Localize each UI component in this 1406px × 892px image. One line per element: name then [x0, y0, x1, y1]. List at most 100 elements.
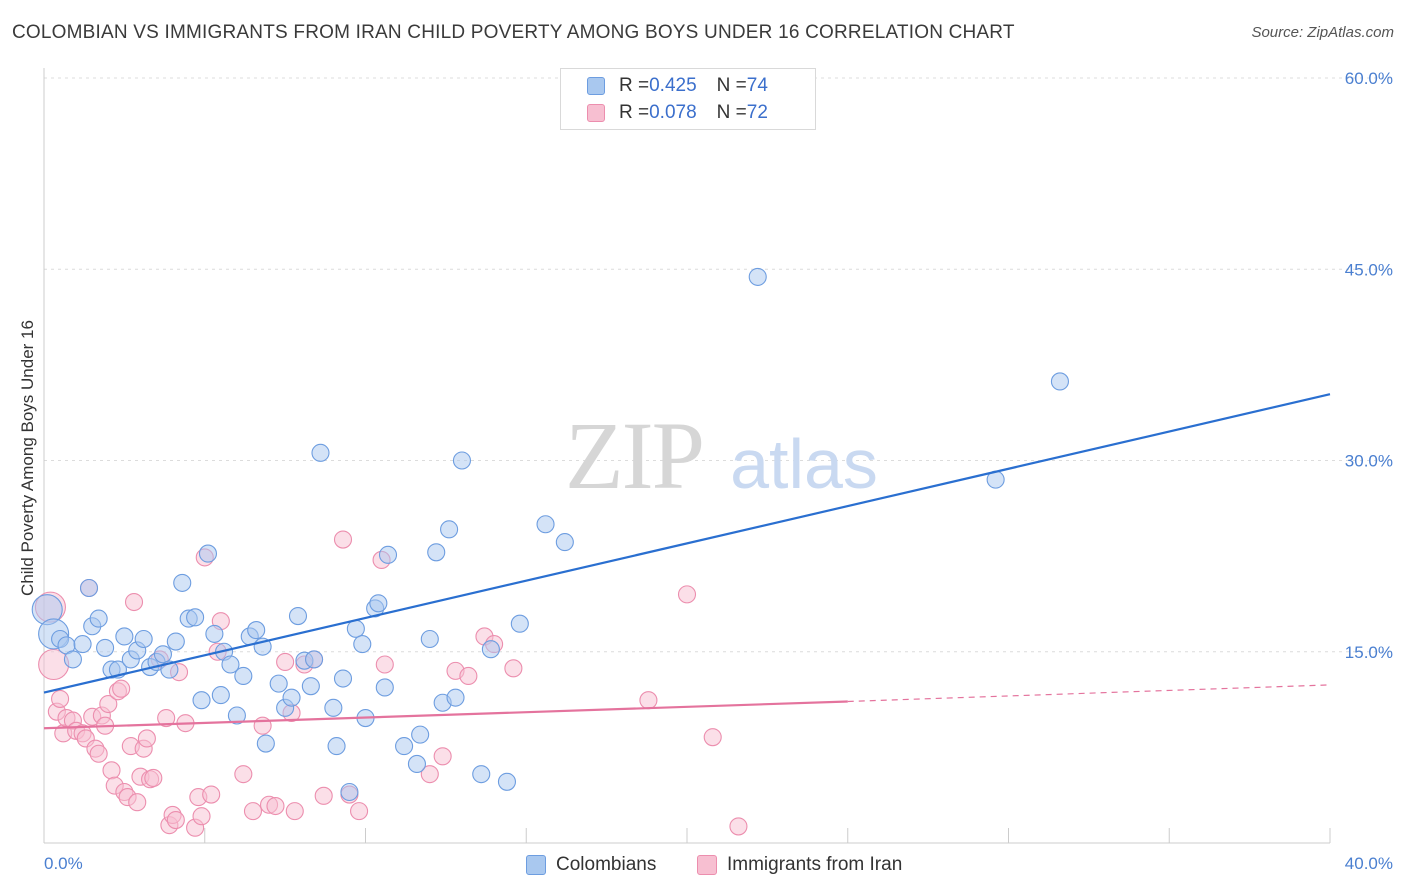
iran-point [433, 747, 452, 766]
legend-colombians-label: Colombians [556, 854, 657, 875]
iran-point [504, 659, 523, 678]
colombian-point [353, 635, 372, 654]
iran-stats: R = 0.078 N = 72 [619, 101, 768, 125]
iran-point [276, 652, 295, 672]
colombian-point [205, 624, 224, 643]
colombian-point [227, 706, 246, 725]
x-tick-label-min: 0.0% [44, 854, 83, 873]
colombian-point [472, 765, 491, 784]
iran-point [729, 817, 748, 836]
iran-point [99, 694, 118, 714]
colombian-point [256, 734, 275, 753]
watermark-zip: ZIP [565, 402, 703, 509]
gridlines [44, 77, 1392, 653]
colombian-point [288, 606, 308, 626]
iran-point [102, 761, 121, 780]
colombians-r-label: R = [619, 75, 650, 96]
colombian-point [186, 608, 205, 627]
colombian-points [31, 267, 1069, 802]
colombian-point [407, 754, 426, 774]
colombian-point [89, 609, 108, 628]
iran-point [166, 810, 185, 830]
colombian-point [333, 669, 353, 688]
iran-point [375, 655, 394, 674]
iran-trend-extension [847, 684, 1331, 703]
colombian-point [324, 698, 343, 717]
iran-point [266, 796, 285, 816]
colombian-point [211, 686, 230, 705]
iran-point [350, 802, 369, 821]
colombian-point [536, 515, 555, 534]
colombian-point [311, 443, 330, 462]
y-tick-label: 15.0% [1345, 643, 1393, 662]
colombian-point [395, 737, 414, 756]
colombian-point [452, 451, 472, 470]
iran-point [157, 708, 176, 728]
colombian-point [115, 627, 134, 646]
iran-point [89, 744, 108, 763]
colombian-point [221, 655, 240, 674]
iran-point [144, 768, 163, 788]
iran-point [112, 679, 131, 698]
colombian-point [440, 520, 459, 539]
watermark-atlas: atlas [730, 425, 878, 503]
iran-point [703, 728, 722, 747]
colombian-point [269, 674, 288, 693]
colombian-point [446, 688, 465, 707]
colombians-r-value: 0.425 [649, 75, 697, 96]
iran-point [285, 802, 304, 821]
y-tick-label: 30.0% [1345, 452, 1393, 471]
iran-point [128, 793, 147, 812]
colombian-point [1050, 372, 1069, 391]
iran-points [34, 530, 748, 837]
colombian-point [234, 666, 253, 686]
y-tick-label: 45.0% [1345, 260, 1393, 279]
colombian-point [420, 629, 439, 649]
x-tick-label-max: 40.0% [1345, 854, 1393, 873]
colombians-swatch [587, 77, 605, 95]
colombian-point [134, 629, 153, 649]
iran-swatch [587, 104, 605, 122]
colombians-stats: R = 0.425 N = 74 [619, 74, 768, 98]
legend-iran-label: Immigrants from Iran [727, 854, 903, 875]
colombian-point [327, 737, 346, 756]
colombian-point [301, 677, 320, 696]
y-tick-label: 60.0% [1345, 69, 1393, 88]
iran-point [137, 729, 156, 748]
colombians-n-label: N = [716, 75, 747, 96]
colombian-point [427, 543, 446, 562]
colombian-point [153, 645, 173, 664]
colombian-point [346, 619, 365, 638]
stats-legend: R = 0.425 N = 74 R = 0.078 N = 72 [560, 68, 816, 130]
colombian-point [375, 678, 394, 697]
legend-iran-swatch [697, 855, 717, 875]
colombian-point [79, 578, 99, 598]
colombian-point [305, 650, 324, 669]
iran-n-value: 72 [746, 102, 768, 123]
colombian-point [748, 267, 767, 286]
x-ticks [204, 828, 1331, 843]
trend-lines [43, 393, 1331, 730]
iran-n-label: N = [716, 102, 747, 123]
colombian-point [510, 614, 529, 633]
iran-point [202, 785, 221, 804]
colombian-point [340, 782, 359, 802]
colombian-point [497, 772, 517, 791]
iran-point [192, 807, 211, 826]
colombians-trend-line [43, 393, 1331, 694]
colombian-point [369, 594, 388, 613]
iran-point [243, 802, 263, 821]
colombian-point [63, 650, 82, 669]
iran-point [677, 585, 697, 604]
colombians-n-value: 74 [746, 75, 768, 96]
colombian-point [173, 573, 192, 592]
source-label: Source: ZipAtlas.com [1251, 24, 1394, 41]
legend-iran: Immigrants from Iran [697, 852, 902, 878]
iran-r-value: 0.078 [649, 102, 697, 123]
iran-point [51, 689, 70, 708]
colombian-point [198, 544, 218, 563]
legend-colombians-swatch [526, 855, 546, 875]
iran-r-label: R = [619, 102, 650, 123]
colombian-point [282, 688, 301, 707]
